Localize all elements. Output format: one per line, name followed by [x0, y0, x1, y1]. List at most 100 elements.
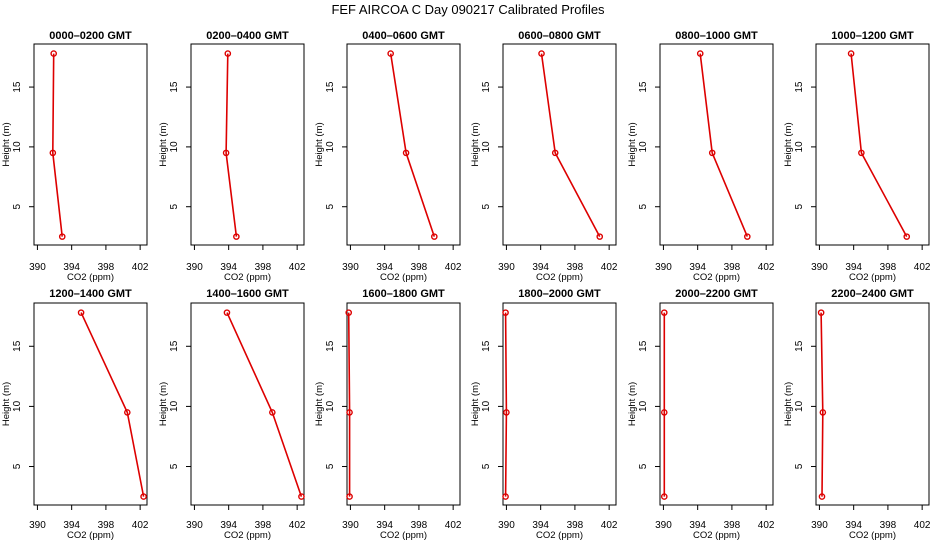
data-point — [503, 409, 510, 416]
panel-11: 2000–2200 GMT 390 394 398 402 5 10 15 CO2 (ppm) H… — [627, 288, 775, 540]
x-tick-label: 394 — [63, 520, 80, 531]
x-tick-label: 390 — [811, 262, 828, 273]
x-tick-label: 390 — [186, 262, 203, 273]
panel-9: 1600–1800 GMT 390 394 398 402 5 10 15 CO2 (ppm) H… — [314, 288, 462, 540]
y-tick-label: 5 — [794, 463, 805, 469]
y-tick-label: 15 — [638, 340, 649, 352]
y-tick-label: 10 — [481, 141, 492, 153]
plot-frame — [346, 43, 461, 246]
y-tick-label: 15 — [169, 340, 180, 352]
plot-frame — [659, 302, 774, 506]
y-axis-label: Height (m) — [783, 382, 794, 426]
data-point — [50, 50, 57, 57]
data-point — [818, 493, 826, 500]
y-tick-label: 15 — [12, 81, 23, 93]
plot-frame — [190, 302, 305, 506]
x-tick-label: 394 — [532, 262, 549, 273]
y-tick-label: 15 — [481, 81, 492, 93]
x-tick-label: 394 — [845, 520, 862, 531]
data-point — [551, 149, 559, 157]
x-tick-label: 390 — [29, 520, 46, 531]
x-tick-label: 402 — [132, 262, 149, 273]
panel-3: 0400–0600 GMT 390 394 398 402 5 10 15 CO2 (ppm) H… — [314, 30, 462, 283]
y-tick-label: 10 — [169, 400, 180, 412]
data-point — [387, 50, 394, 57]
x-tick-label: 390 — [186, 520, 203, 531]
profile-line — [226, 312, 303, 497]
x-axis-label: CO2 (ppm) — [693, 530, 740, 540]
y-tick-label: 5 — [12, 203, 23, 209]
y-tick-label: 10 — [794, 141, 805, 153]
y-tick-label: 10 — [794, 400, 805, 412]
plot-frame — [346, 302, 461, 506]
y-axis-label: Height (m) — [627, 122, 638, 166]
x-tick-label: 398 — [880, 262, 897, 273]
x-axis-label: CO2 (ppm) — [380, 272, 427, 283]
x-tick-label: 398 — [880, 520, 897, 531]
panel-title: 1200–1400 GMT — [49, 288, 132, 300]
y-tick-label: 5 — [481, 203, 492, 209]
x-tick-label: 398 — [98, 262, 115, 273]
y-tick-label: 10 — [169, 141, 180, 153]
profile-line — [540, 53, 601, 237]
x-tick-label: 398 — [567, 520, 584, 531]
y-axis-label: Height (m) — [470, 382, 481, 426]
x-tick-label: 390 — [342, 520, 359, 531]
x-axis-label: CO2 (ppm) — [536, 272, 583, 283]
y-tick-label: 5 — [169, 203, 180, 209]
panel-title: 1000–1200 GMT — [831, 30, 914, 42]
data-point — [847, 50, 855, 57]
y-tick-label: 10 — [481, 400, 492, 412]
data-point — [696, 50, 704, 57]
x-axis-label: CO2 (ppm) — [380, 530, 427, 540]
data-point — [660, 409, 668, 416]
profile-line — [225, 53, 238, 237]
plot-frame — [190, 43, 305, 246]
data-point — [660, 309, 668, 316]
y-tick-label: 15 — [481, 340, 492, 352]
x-tick-label: 402 — [132, 520, 149, 531]
y-axis-label: Height (m) — [158, 382, 169, 426]
x-tick-label: 394 — [63, 262, 80, 273]
x-tick-label: 390 — [342, 262, 359, 273]
data-point — [346, 409, 353, 416]
x-tick-label: 402 — [601, 262, 618, 273]
y-tick-label: 15 — [325, 340, 336, 352]
data-point — [744, 233, 751, 240]
panel-title: 0400–0600 GMT — [362, 30, 445, 42]
y-tick-label: 15 — [794, 340, 805, 352]
data-point — [660, 493, 668, 500]
x-tick-label: 402 — [758, 262, 775, 273]
profile-line — [850, 53, 908, 237]
x-tick-label: 398 — [98, 520, 115, 531]
x-axis-label: CO2 (ppm) — [67, 530, 114, 540]
y-axis-label: Height (m) — [783, 122, 794, 166]
x-tick-label: 402 — [289, 520, 306, 531]
data-point — [346, 493, 353, 500]
y-tick-label: 5 — [638, 463, 649, 469]
x-tick-label: 390 — [498, 520, 515, 531]
x-axis-label: CO2 (ppm) — [224, 530, 271, 540]
panel-title: 1600–1800 GMT — [362, 288, 445, 300]
x-tick-label: 394 — [689, 262, 706, 273]
plot-frame — [815, 43, 930, 246]
panel-6: 1000–1200 GMT 390 394 398 402 5 10 15 CO2 (ppm) H… — [783, 30, 931, 283]
data-point — [49, 149, 57, 157]
y-tick-label: 5 — [325, 463, 336, 469]
data-point — [224, 50, 232, 57]
x-axis-label: CO2 (ppm) — [224, 272, 271, 283]
x-tick-label: 398 — [724, 520, 741, 531]
panel-title: 2200–2400 GMT — [831, 288, 914, 300]
y-tick-label: 5 — [638, 203, 649, 209]
y-tick-label: 15 — [638, 81, 649, 93]
data-point — [903, 233, 911, 240]
panel-title: 0000–0200 GMT — [49, 30, 132, 42]
figure-title: FEF AIRCOA C Day 090217 Calibrated Profi… — [331, 2, 605, 17]
panel-1: 0000–0200 GMT 390 394 398 402 5 10 15 CO2 (ppm) H… — [1, 30, 149, 283]
panel-title: 2000–2200 GMT — [675, 288, 758, 300]
x-tick-label: 394 — [220, 262, 237, 273]
profile-line — [51, 53, 63, 237]
y-axis-label: Height (m) — [314, 122, 325, 166]
x-tick-label: 394 — [532, 520, 549, 531]
